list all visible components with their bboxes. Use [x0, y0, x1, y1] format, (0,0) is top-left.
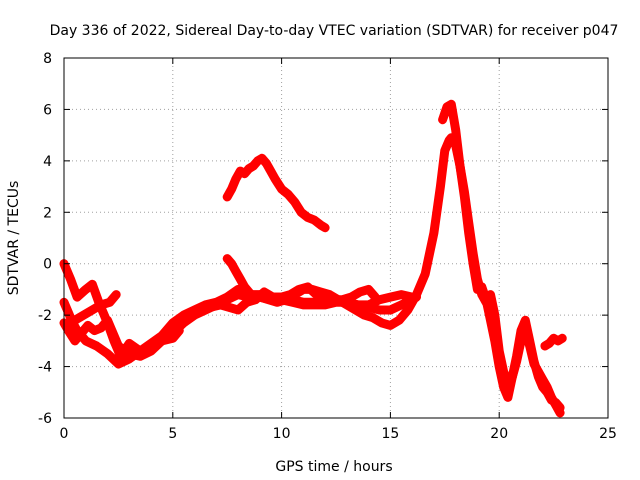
y-tick-label: 0: [43, 257, 52, 273]
x-tick-label: 15: [381, 426, 399, 442]
y-tick-label: 4: [43, 154, 52, 170]
series-track-3: [59, 315, 184, 361]
chart-title: Day 336 of 2022, Sidereal Day-to-day VTE…: [50, 23, 619, 39]
x-axis-label: GPS time / hours: [275, 459, 392, 475]
series-track-6: [222, 153, 330, 233]
series-track-8: [438, 99, 565, 413]
x-tick-label: 0: [60, 426, 69, 442]
x-tick-label: 5: [168, 426, 177, 442]
y-tick-label: 8: [43, 51, 52, 67]
x-tick-label: 25: [599, 426, 617, 442]
series-track-4: [63, 290, 121, 330]
y-tick-label: -4: [38, 360, 52, 376]
x-tick-labels: 0 5 10 15 20 25: [60, 426, 617, 442]
x-tick-label: 20: [490, 426, 508, 442]
y-tick-label: -6: [38, 411, 52, 427]
y-tick-label: -2: [38, 308, 52, 324]
x-tick-label: 10: [273, 426, 291, 442]
y-tick-label: 2: [43, 205, 52, 221]
series-track-9: [540, 333, 567, 351]
axis-ticks: [63, 57, 609, 419]
y-axis-label: SDTVAR / TECUs: [6, 181, 22, 296]
y-tick-labels: -6 -4 -2 0 2 4 6 8: [38, 51, 52, 427]
plot-frame: [63, 57, 609, 419]
data-series: [59, 99, 567, 418]
grid: [64, 58, 608, 418]
y-tick-label: 6: [43, 102, 52, 118]
